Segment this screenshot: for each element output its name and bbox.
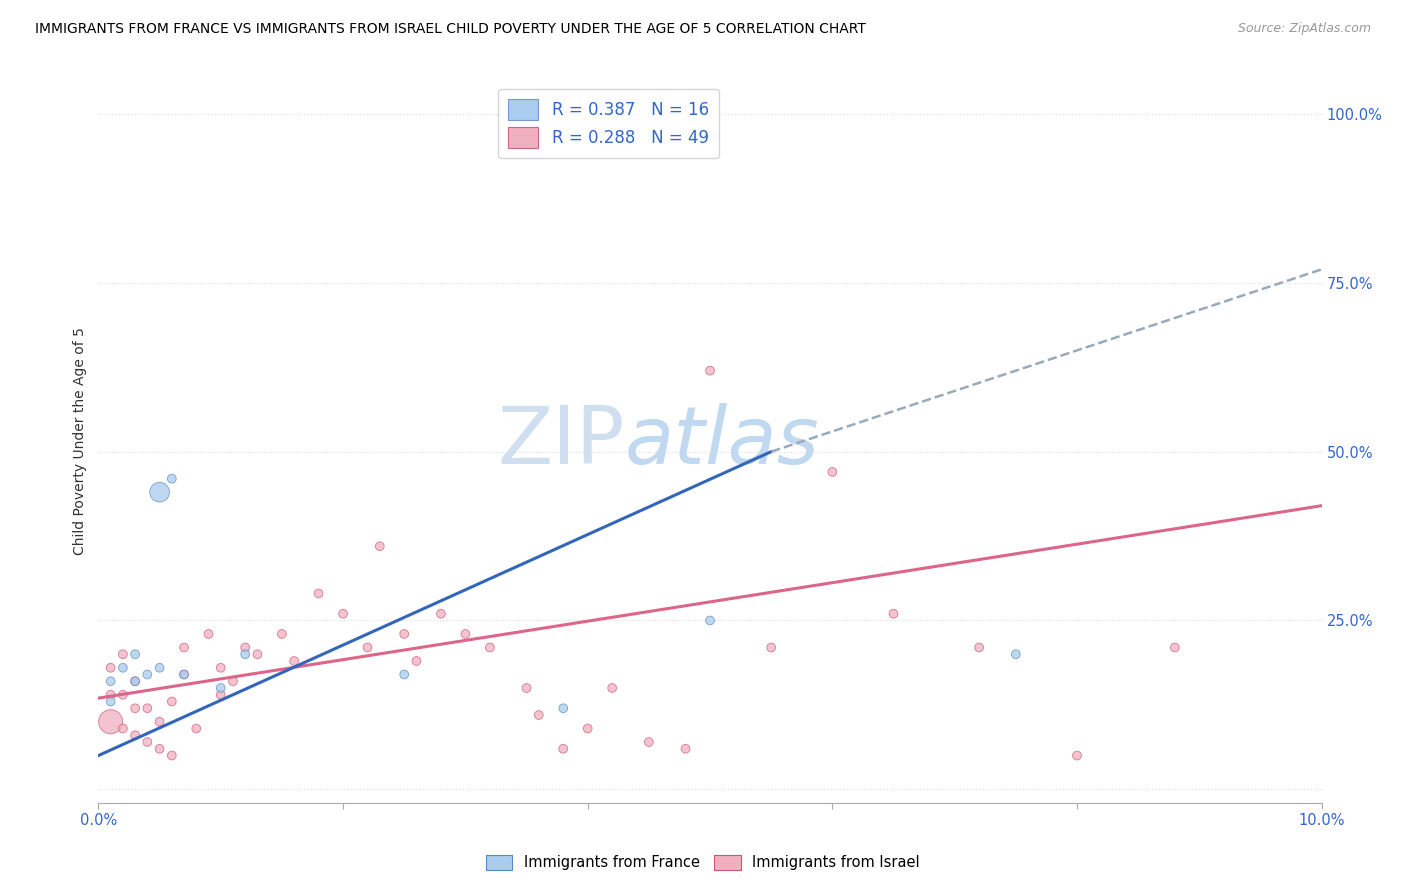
Point — [160, 472, 183, 486]
Point — [576, 722, 599, 736]
Point — [124, 701, 146, 715]
Point — [368, 539, 391, 553]
Point — [124, 674, 146, 689]
Point — [270, 627, 292, 641]
Point — [246, 647, 269, 661]
Point — [173, 667, 195, 681]
Point — [967, 640, 990, 655]
Point — [149, 485, 172, 500]
Point — [516, 681, 538, 695]
Point — [233, 640, 256, 655]
Point — [222, 674, 245, 689]
Point — [124, 647, 146, 661]
Point — [308, 586, 330, 600]
Point — [637, 735, 661, 749]
Point — [699, 364, 721, 378]
Point — [332, 607, 354, 621]
Point — [1066, 748, 1088, 763]
Point — [160, 694, 183, 708]
Point — [553, 741, 575, 756]
Point — [356, 640, 378, 655]
Point — [392, 627, 416, 641]
Point — [1004, 647, 1026, 661]
Point — [124, 674, 146, 689]
Point — [209, 661, 232, 675]
Y-axis label: Child Poverty Under the Age of 5: Child Poverty Under the Age of 5 — [73, 327, 87, 556]
Point — [136, 735, 159, 749]
Point — [100, 661, 122, 675]
Point — [197, 627, 219, 641]
Point — [111, 661, 134, 675]
Point — [149, 741, 172, 756]
Point — [111, 688, 134, 702]
Point — [821, 465, 844, 479]
Point — [675, 741, 697, 756]
Text: ZIP: ZIP — [498, 402, 624, 481]
Point — [136, 667, 159, 681]
Point — [527, 708, 550, 723]
Point — [100, 688, 122, 702]
Text: IMMIGRANTS FROM FRANCE VS IMMIGRANTS FROM ISRAEL CHILD POVERTY UNDER THE AGE OF : IMMIGRANTS FROM FRANCE VS IMMIGRANTS FRO… — [35, 22, 866, 37]
Text: Source: ZipAtlas.com: Source: ZipAtlas.com — [1237, 22, 1371, 36]
Point — [100, 674, 122, 689]
Point — [600, 681, 623, 695]
Text: atlas: atlas — [624, 402, 820, 481]
Point — [283, 654, 305, 668]
Point — [149, 661, 172, 675]
Point — [759, 640, 782, 655]
Point — [430, 607, 453, 621]
Point — [111, 722, 134, 736]
Point — [111, 647, 134, 661]
Point — [173, 667, 195, 681]
Point — [124, 728, 146, 742]
Point — [209, 681, 232, 695]
Point — [149, 714, 172, 729]
Point — [1164, 640, 1187, 655]
Point — [160, 748, 183, 763]
Point — [100, 714, 122, 729]
Point — [100, 694, 122, 708]
Legend: Immigrants from France, Immigrants from Israel: Immigrants from France, Immigrants from … — [479, 848, 927, 876]
Point — [478, 640, 501, 655]
Point — [173, 640, 195, 655]
Point — [405, 654, 427, 668]
Legend: R = 0.387   N = 16, R = 0.288   N = 49: R = 0.387 N = 16, R = 0.288 N = 49 — [498, 88, 718, 158]
Point — [392, 667, 416, 681]
Point — [233, 647, 256, 661]
Point — [454, 627, 477, 641]
Point — [553, 701, 575, 715]
Point — [209, 688, 232, 702]
Point — [136, 701, 159, 715]
Point — [883, 607, 905, 621]
Point — [699, 614, 721, 628]
Point — [186, 722, 208, 736]
